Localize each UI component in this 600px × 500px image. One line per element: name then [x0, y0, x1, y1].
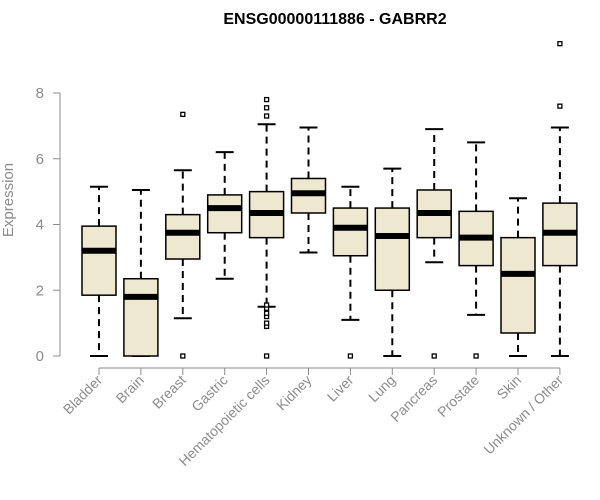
x-tick-label: Unknown / Other [480, 372, 566, 458]
outlier-point [263, 310, 270, 316]
x-tick-label: Pancreas [387, 372, 440, 425]
box-iqr [332, 207, 369, 257]
box-iqr [374, 207, 411, 291]
y-tick-label: 0 [36, 348, 44, 365]
outlier-point [180, 353, 186, 359]
x-tick-label: Lung [365, 372, 398, 405]
outlier-point [263, 113, 270, 119]
box-unknown-other [542, 41, 578, 357]
x-tick-label: Skin [494, 372, 525, 403]
y-tick-label: 8 [36, 85, 44, 102]
outlier-point [263, 96, 270, 103]
box-iqr [500, 236, 536, 334]
box-bladder [81, 185, 117, 357]
y-tick-label: 4 [36, 217, 44, 234]
x-tick-label: Prostate [434, 372, 482, 420]
outlier-point [180, 111, 186, 118]
box-gastric [206, 151, 243, 280]
box-kidney [290, 126, 327, 254]
x-tick-label: Liver [324, 372, 357, 405]
outlier-point [557, 103, 563, 109]
x-tick-label: Bladder [60, 372, 106, 418]
box-breast [165, 111, 201, 359]
x-tick-label: Breast [149, 372, 189, 412]
box-iqr [123, 277, 159, 357]
outlier-point [557, 41, 563, 47]
chart-title: ENSG00000111886 - GABRR2 [223, 11, 446, 28]
outlier-point [263, 302, 270, 308]
box-iqr [165, 213, 201, 260]
box-prostate [458, 141, 494, 359]
x-tick-label: Brain [113, 372, 147, 406]
box-hematopoietic-cells [248, 96, 285, 359]
boxes-group [81, 41, 578, 359]
box-liver [332, 185, 369, 359]
box-pancreas [416, 128, 452, 359]
box-skin [500, 197, 536, 357]
box-iqr [206, 194, 243, 234]
x-tick-label: Kidney [273, 372, 315, 414]
y-tick-label: 6 [36, 151, 44, 168]
outlier-point [347, 353, 354, 359]
outlier-point [263, 320, 270, 326]
outlier-point [431, 353, 437, 359]
outlier-point [263, 353, 270, 359]
box-iqr [81, 225, 117, 296]
outlier-point [473, 353, 479, 359]
axes: 0 2 4 6 8 [36, 85, 561, 375]
box-lung [374, 167, 411, 357]
box-brain [123, 188, 159, 357]
y-tick-label: 2 [36, 282, 44, 299]
y-axis-label: Expression [0, 163, 17, 237]
outlier-point [263, 105, 270, 111]
